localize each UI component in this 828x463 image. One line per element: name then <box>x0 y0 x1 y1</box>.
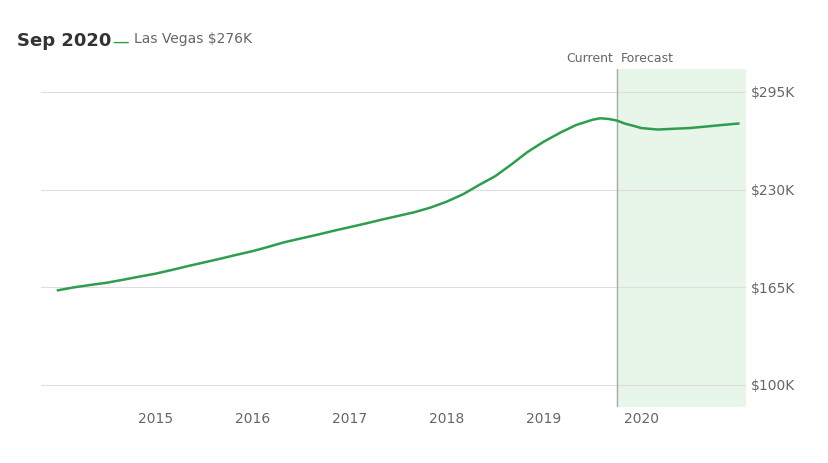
Text: Forecast: Forecast <box>620 52 673 65</box>
Text: Sep 2020: Sep 2020 <box>17 32 111 50</box>
Text: —: — <box>112 32 128 50</box>
Bar <box>616 69 745 407</box>
Text: Las Vegas $276K: Las Vegas $276K <box>134 32 252 46</box>
Text: Current: Current <box>566 52 612 65</box>
